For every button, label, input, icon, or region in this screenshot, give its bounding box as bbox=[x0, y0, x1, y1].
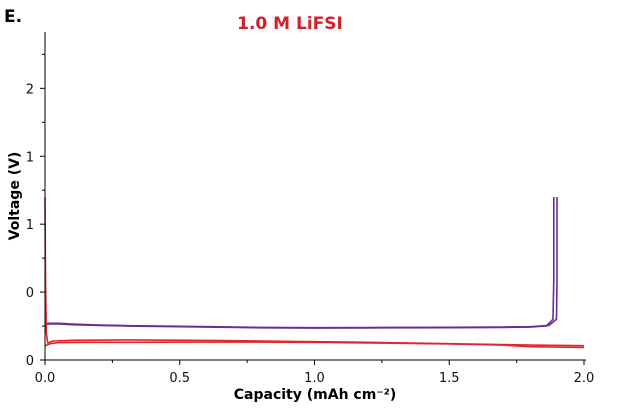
y-ticks: 0 0 1 1 2 bbox=[26, 53, 45, 369]
y-tick-label: 2 bbox=[26, 82, 34, 97]
y-tick-label: 0 bbox=[26, 354, 34, 369]
x-tick-label: 2.0 bbox=[574, 371, 595, 386]
series-line-4 bbox=[44, 341, 585, 349]
y-tick-label: 1 bbox=[26, 218, 34, 233]
x-ticks: 0.0 0.5 1.0 1.5 2.0 bbox=[35, 360, 595, 386]
x-tick-label: 0.5 bbox=[169, 371, 190, 386]
plot-area bbox=[44, 196, 585, 349]
x-tick-label: 1.5 bbox=[439, 371, 460, 386]
x-axis-label: Capacity (mAh cm⁻²) bbox=[234, 387, 396, 403]
x-tick-label: 1.0 bbox=[304, 371, 325, 386]
panel-label: E. bbox=[4, 7, 22, 27]
y-axis-label: Voltage (V) bbox=[7, 152, 23, 241]
chart-title: 1.0 M LiFSI bbox=[237, 14, 343, 34]
series-line-3 bbox=[44, 196, 585, 347]
x-tick-label: 0.0 bbox=[35, 371, 56, 386]
series-line-2 bbox=[44, 197, 558, 329]
series-line-1 bbox=[44, 197, 555, 329]
y-tick-label: 1 bbox=[26, 150, 34, 165]
y-tick-label: 0 bbox=[26, 286, 34, 301]
